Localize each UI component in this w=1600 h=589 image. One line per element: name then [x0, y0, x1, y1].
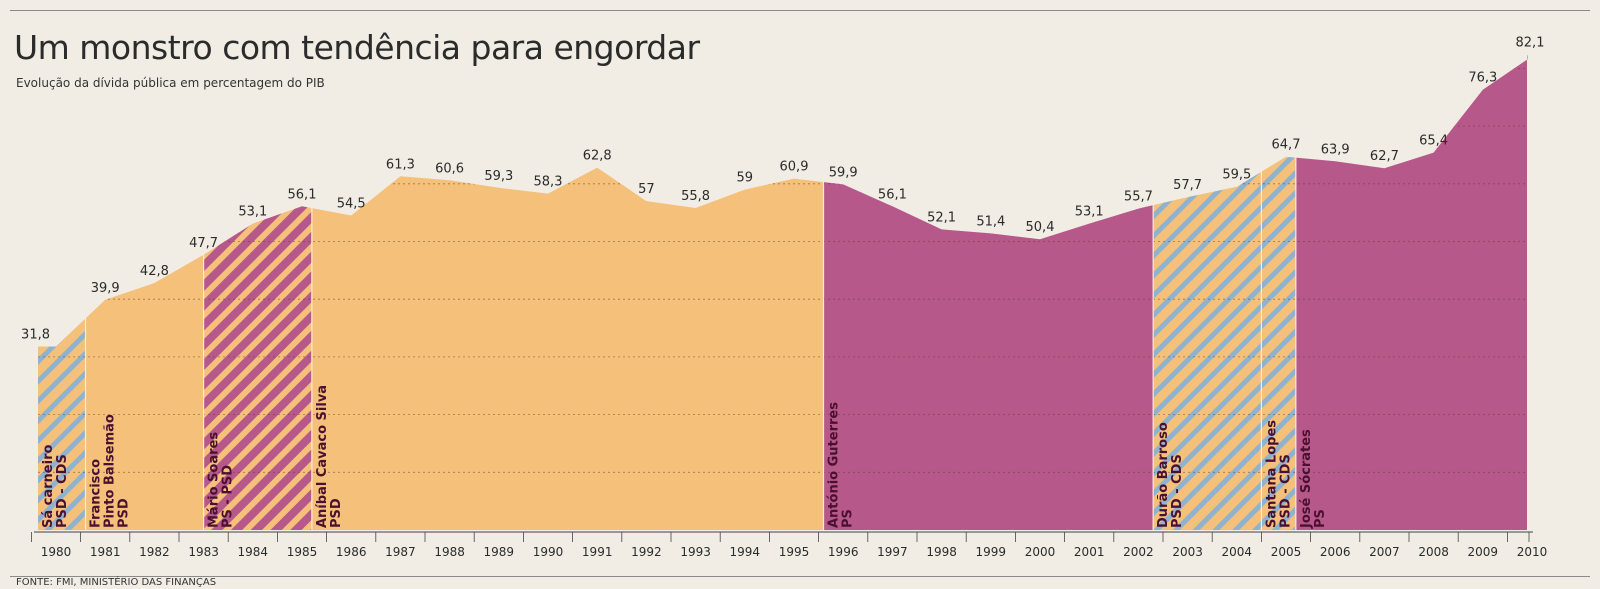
x-tick-label: 1983: [188, 545, 219, 559]
debt-area-chart: Sá carneiro PSD - CDS Francisco Pinto Balse…: [21, 35, 1548, 559]
value-label: 51,4: [976, 214, 1005, 229]
x-tick-label: 1991: [582, 545, 613, 559]
x-tick-label: 2000: [1025, 545, 1056, 559]
value-label: 31,8: [21, 328, 50, 343]
x-tick-label: 1993: [680, 545, 711, 559]
government-label: José Sócrates: [1299, 429, 1314, 529]
value-label: 52,1: [927, 210, 956, 225]
value-label: 65,4: [1419, 134, 1448, 149]
value-label: 61,3: [386, 157, 415, 172]
x-tick-label: 1990: [533, 545, 564, 559]
government-label: PSD: [329, 498, 344, 528]
value-label: 54,5: [337, 197, 366, 212]
value-label: 60,9: [780, 160, 809, 175]
government-label: António Guterres: [827, 402, 842, 528]
value-label: 47,7: [189, 236, 218, 251]
x-tick-label: 2008: [1418, 545, 1449, 559]
chart-subtitle: Evolução da dívida pública em percentage…: [16, 76, 325, 90]
value-label: 57: [638, 182, 655, 197]
bottom-rule: [10, 576, 1590, 577]
x-tick-label: 2010: [1517, 545, 1548, 559]
value-label: 59: [737, 171, 754, 186]
x-tick-label: 1997: [877, 545, 908, 559]
government-label: Francisco: [89, 459, 104, 528]
x-tick-label: 2004: [1222, 545, 1253, 559]
x-tick-label: 2003: [1172, 545, 1203, 559]
value-label: 64,7: [1272, 138, 1301, 153]
value-label: 55,7: [1124, 190, 1153, 205]
x-tick-label: 1988: [434, 545, 465, 559]
government-label: Santana Lopes: [1264, 420, 1279, 528]
x-tick-label: 1982: [139, 545, 170, 559]
value-label: 59,3: [484, 169, 513, 184]
x-tick-label: 1980: [41, 545, 72, 559]
x-tick-label: 1989: [484, 545, 515, 559]
government-label: Aníbal Cavaco Silva: [315, 385, 330, 528]
value-label: 62,7: [1370, 149, 1399, 164]
x-tick-label: 2009: [1468, 545, 1499, 559]
government-label: PS: [1313, 509, 1328, 528]
x-tick-label: 1998: [926, 545, 957, 559]
value-label: 59,5: [1222, 168, 1251, 183]
value-label: 62,8: [583, 149, 612, 164]
government-label: Sá carneiro: [41, 445, 56, 528]
government-label: PSD: [117, 498, 132, 528]
x-tick-label: 2002: [1123, 545, 1154, 559]
x-tick-label: 1984: [238, 545, 269, 559]
x-tick-label: 1987: [385, 545, 416, 559]
top-rule: [10, 10, 1590, 11]
x-tick-label: 1986: [336, 545, 367, 559]
x-tick-label: 2001: [1074, 545, 1105, 559]
period-band: [311, 55, 825, 530]
value-label: 42,8: [140, 264, 169, 279]
value-label: 63,9: [1321, 142, 1350, 157]
source-note: FONTE: FMI, MINISTÉRIO DAS FINANÇAS: [16, 577, 217, 588]
value-label: 56,1: [878, 187, 907, 202]
value-label: 55,8: [681, 189, 710, 204]
x-tick-label: 2005: [1271, 545, 1302, 559]
value-label: 53,1: [238, 205, 267, 220]
value-label: 56,1: [288, 187, 317, 202]
government-label: Mário Soares: [207, 432, 222, 528]
value-label: 57,7: [1173, 178, 1202, 193]
government-label: PSD - CDS: [1170, 454, 1185, 528]
period-band: [823, 55, 1154, 530]
x-tick-label: 2007: [1369, 545, 1400, 559]
value-label: 58,3: [534, 175, 563, 190]
value-label: 59,9: [829, 165, 858, 180]
value-label: 76,3: [1468, 71, 1497, 86]
government-label: PSD - CDS: [55, 454, 70, 528]
government-label: PSD - CDS: [1278, 454, 1293, 528]
chart-title: Um monstro com tendência para engordar: [14, 28, 700, 67]
x-tick-label: 1999: [976, 545, 1007, 559]
x-tick-label: 1981: [90, 545, 121, 559]
government-label: PS - PSD: [221, 465, 236, 528]
government-label: PS: [841, 509, 856, 528]
value-label: 39,9: [91, 281, 120, 296]
x-tick-label: 1996: [828, 545, 859, 559]
value-label: 82,1: [1516, 35, 1545, 50]
government-label: Pinto Balsemão: [103, 414, 118, 528]
x-tick-label: 1992: [631, 545, 662, 559]
x-tick-label: 1985: [287, 545, 318, 559]
government-label: Durão Barroso: [1156, 422, 1171, 528]
value-label: 50,4: [1026, 220, 1055, 235]
x-tick-label: 2006: [1320, 545, 1351, 559]
x-tick-label: 1994: [730, 545, 761, 559]
value-label: 60,6: [435, 161, 464, 176]
x-tick-label: 1995: [779, 545, 810, 559]
value-label: 53,1: [1075, 205, 1104, 220]
